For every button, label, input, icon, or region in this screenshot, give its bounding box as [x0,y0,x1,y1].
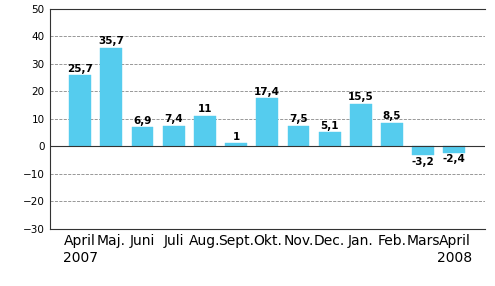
Bar [288,126,309,146]
Text: 35,7: 35,7 [99,36,124,46]
Bar [132,127,153,146]
Bar [69,76,91,146]
Bar [225,144,247,146]
Text: 11: 11 [198,104,212,114]
Bar [444,146,465,153]
Bar [319,132,341,146]
Text: 1: 1 [233,132,240,142]
Text: -2,4: -2,4 [443,154,466,164]
Text: 25,7: 25,7 [67,64,93,74]
Bar [350,104,372,146]
Text: 7,4: 7,4 [164,114,183,124]
Bar [194,116,216,146]
Text: 7,5: 7,5 [289,114,308,124]
Text: 17,4: 17,4 [254,87,280,97]
Bar [100,48,122,146]
Bar [256,98,278,146]
Text: -3,2: -3,2 [412,157,435,167]
Text: 8,5: 8,5 [383,111,401,121]
Text: 6,9: 6,9 [133,116,152,126]
Text: 5,1: 5,1 [320,120,339,130]
Bar [412,146,434,155]
Bar [381,123,403,146]
Bar [163,126,185,146]
Text: 15,5: 15,5 [348,92,374,102]
